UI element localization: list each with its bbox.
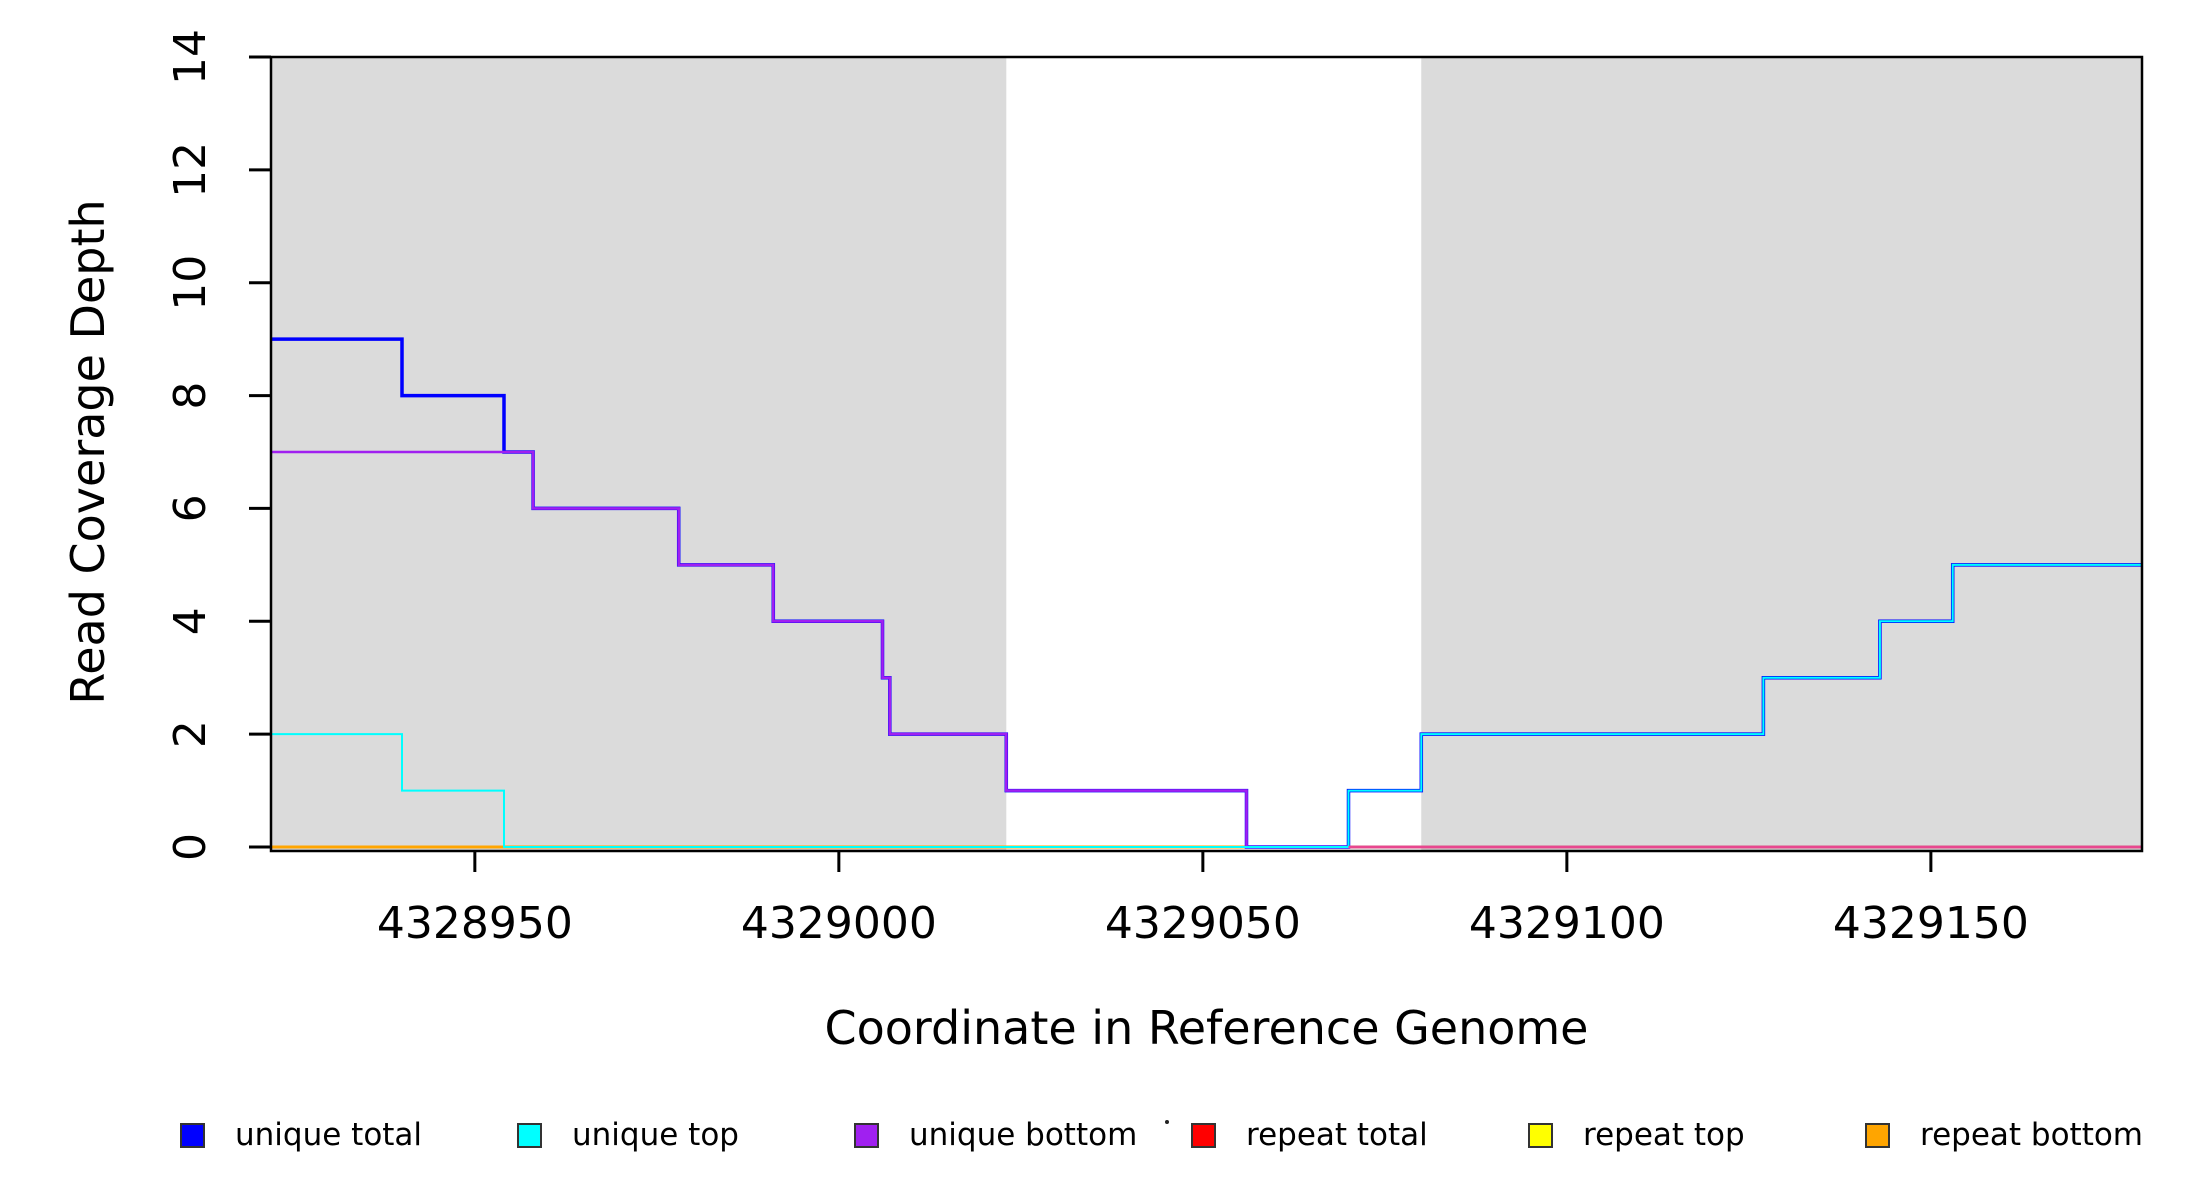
legend-label-unique-top: unique top bbox=[572, 1117, 739, 1153]
series-line-unique-bottom bbox=[271, 450, 2142, 849]
y-axis-title: Read Coverage Depth bbox=[61, 199, 115, 705]
stray-dot bbox=[1165, 1120, 1169, 1124]
shaded-region-2 bbox=[1421, 57, 2142, 851]
legend-label-unique-total: unique total bbox=[235, 1117, 423, 1153]
legend-label-repeat-bottom: repeat bottom bbox=[1920, 1117, 2144, 1153]
legend-swatch-repeat-bottom bbox=[1865, 1122, 1890, 1148]
legend-swatch-repeat-top bbox=[1528, 1122, 1553, 1148]
plot-box bbox=[269, 55, 2144, 853]
legend-label-repeat-top: repeat top bbox=[1583, 1117, 1745, 1153]
legend-swatch-unique-total bbox=[180, 1122, 205, 1148]
legend-item-unique-total: unique total bbox=[180, 1110, 422, 1160]
x-tick-label-4329000: 4329000 bbox=[741, 898, 937, 949]
y-tick-label-4: 4 bbox=[165, 607, 216, 635]
legend-item-repeat-top: repeat top bbox=[1528, 1110, 1745, 1160]
x-tick-label-4328950: 4328950 bbox=[377, 898, 573, 949]
legend-swatch-unique-top bbox=[517, 1122, 542, 1148]
y-tick-label-0: 0 bbox=[165, 833, 216, 861]
series-line-unique-top bbox=[271, 563, 2142, 848]
legend-label-unique-bottom: unique bottom bbox=[909, 1117, 1138, 1153]
y-tick-label-6: 6 bbox=[165, 494, 216, 522]
legend-item-unique-top: unique top bbox=[517, 1110, 739, 1160]
y-tick-label-12: 12 bbox=[165, 142, 216, 198]
legend-swatch-unique-bottom bbox=[854, 1122, 879, 1148]
y-tick-label-10: 10 bbox=[165, 255, 216, 311]
y-tick-label-14: 14 bbox=[165, 29, 216, 85]
x-tick-label-4329050: 4329050 bbox=[1105, 898, 1301, 949]
x-tick-label-4329150: 4329150 bbox=[1833, 898, 2029, 949]
legend-item-repeat-total: repeat total bbox=[1191, 1110, 1428, 1160]
y-tick-label-2: 2 bbox=[165, 720, 216, 748]
shaded-region-1 bbox=[271, 57, 1007, 851]
legend-item-repeat-bottom: repeat bottom bbox=[1865, 1110, 2143, 1160]
x-tick-label-4329100: 4329100 bbox=[1469, 898, 1665, 949]
legend-item-unique-bottom: unique bottom bbox=[854, 1110, 1137, 1160]
legend-label-repeat-total: repeat total bbox=[1246, 1117, 1428, 1153]
legend-swatch-repeat-total bbox=[1191, 1122, 1216, 1148]
x-axis-title: Coordinate in Reference Genome bbox=[824, 1001, 1589, 1055]
y-tick-label-8: 8 bbox=[165, 382, 216, 410]
